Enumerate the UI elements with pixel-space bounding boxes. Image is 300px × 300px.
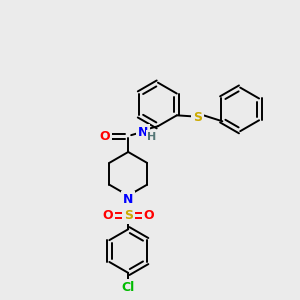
Text: N: N <box>123 193 134 206</box>
Text: N: N <box>138 126 148 139</box>
Text: Cl: Cl <box>122 281 135 294</box>
Text: O: O <box>102 209 113 222</box>
Text: S: S <box>124 209 133 222</box>
Text: O: O <box>144 209 154 222</box>
Text: S: S <box>193 111 202 124</box>
Text: H: H <box>147 132 157 142</box>
Text: O: O <box>99 130 110 142</box>
